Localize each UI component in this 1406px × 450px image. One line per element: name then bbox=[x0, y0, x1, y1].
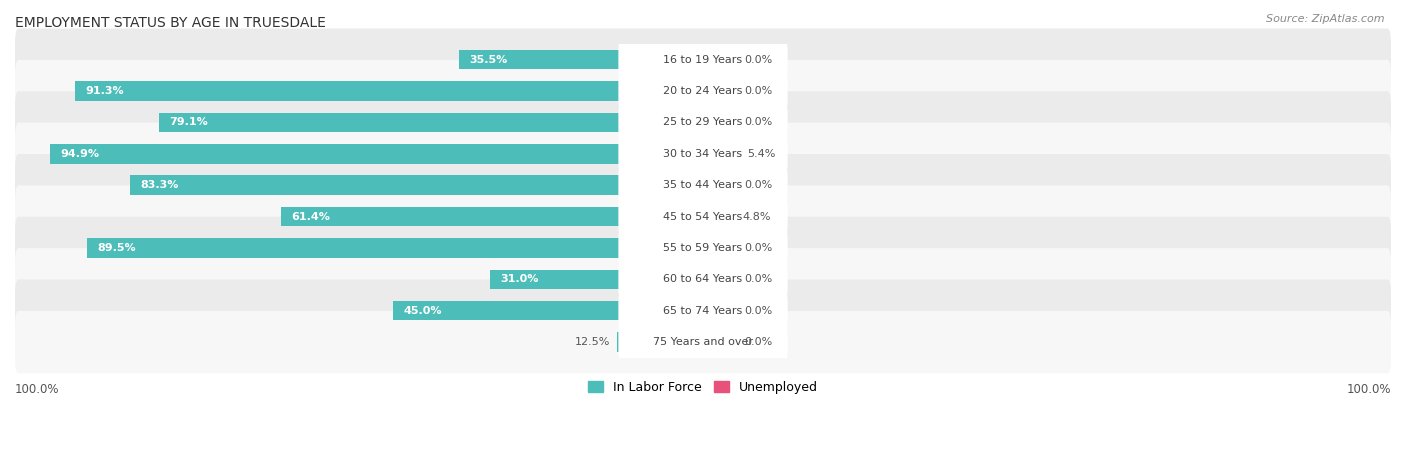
Bar bbox=[703, 144, 740, 163]
Text: 89.5%: 89.5% bbox=[97, 243, 136, 253]
Bar bbox=[703, 207, 735, 226]
FancyBboxPatch shape bbox=[619, 324, 787, 360]
Bar bbox=[458, 50, 703, 69]
FancyBboxPatch shape bbox=[619, 261, 787, 297]
Bar bbox=[617, 333, 703, 352]
Text: 100.0%: 100.0% bbox=[15, 383, 59, 396]
Text: 0.0%: 0.0% bbox=[744, 243, 772, 253]
Bar bbox=[703, 301, 737, 320]
FancyBboxPatch shape bbox=[15, 154, 1391, 216]
Text: 94.9%: 94.9% bbox=[60, 149, 100, 159]
FancyBboxPatch shape bbox=[15, 311, 1391, 374]
Text: 20 to 24 Years: 20 to 24 Years bbox=[664, 86, 742, 96]
Text: 0.0%: 0.0% bbox=[744, 86, 772, 96]
FancyBboxPatch shape bbox=[619, 198, 787, 235]
Text: 30 to 34 Years: 30 to 34 Years bbox=[664, 149, 742, 159]
FancyBboxPatch shape bbox=[619, 41, 787, 78]
Text: Source: ZipAtlas.com: Source: ZipAtlas.com bbox=[1267, 14, 1385, 23]
Text: 60 to 64 Years: 60 to 64 Years bbox=[664, 274, 742, 284]
Text: 0.0%: 0.0% bbox=[744, 55, 772, 65]
Text: 5.4%: 5.4% bbox=[747, 149, 775, 159]
Bar bbox=[129, 176, 703, 195]
Text: 83.3%: 83.3% bbox=[141, 180, 179, 190]
Bar bbox=[703, 333, 737, 352]
Text: 0.0%: 0.0% bbox=[744, 337, 772, 347]
Text: 0.0%: 0.0% bbox=[744, 180, 772, 190]
FancyBboxPatch shape bbox=[15, 91, 1391, 154]
FancyBboxPatch shape bbox=[619, 230, 787, 266]
Text: 91.3%: 91.3% bbox=[86, 86, 124, 96]
Bar bbox=[703, 176, 737, 195]
Bar bbox=[394, 301, 703, 320]
FancyBboxPatch shape bbox=[15, 279, 1391, 342]
Bar bbox=[703, 50, 737, 69]
Bar bbox=[75, 81, 703, 101]
FancyBboxPatch shape bbox=[619, 135, 787, 172]
Text: EMPLOYMENT STATUS BY AGE IN TRUESDALE: EMPLOYMENT STATUS BY AGE IN TRUESDALE bbox=[15, 16, 326, 30]
FancyBboxPatch shape bbox=[15, 123, 1391, 185]
Text: 100.0%: 100.0% bbox=[1347, 383, 1391, 396]
Text: 55 to 59 Years: 55 to 59 Years bbox=[664, 243, 742, 253]
Text: 0.0%: 0.0% bbox=[744, 117, 772, 127]
Text: 79.1%: 79.1% bbox=[169, 117, 208, 127]
Bar bbox=[281, 207, 703, 226]
FancyBboxPatch shape bbox=[619, 104, 787, 141]
Bar bbox=[87, 238, 703, 258]
Bar bbox=[51, 144, 703, 163]
FancyBboxPatch shape bbox=[15, 28, 1391, 91]
Bar bbox=[703, 81, 737, 101]
Text: 31.0%: 31.0% bbox=[501, 274, 538, 284]
FancyBboxPatch shape bbox=[15, 60, 1391, 122]
FancyBboxPatch shape bbox=[619, 167, 787, 203]
Bar bbox=[159, 113, 703, 132]
Text: 45.0%: 45.0% bbox=[404, 306, 443, 316]
Text: 75 Years and over: 75 Years and over bbox=[652, 337, 754, 347]
FancyBboxPatch shape bbox=[15, 185, 1391, 248]
FancyBboxPatch shape bbox=[15, 248, 1391, 310]
Bar bbox=[703, 238, 737, 258]
Text: 12.5%: 12.5% bbox=[575, 337, 610, 347]
Bar bbox=[489, 270, 703, 289]
Bar bbox=[703, 270, 737, 289]
Text: 0.0%: 0.0% bbox=[744, 274, 772, 284]
FancyBboxPatch shape bbox=[619, 73, 787, 109]
Text: 0.0%: 0.0% bbox=[744, 306, 772, 316]
Bar bbox=[703, 113, 737, 132]
Text: 65 to 74 Years: 65 to 74 Years bbox=[664, 306, 742, 316]
Text: 16 to 19 Years: 16 to 19 Years bbox=[664, 55, 742, 65]
Text: 35 to 44 Years: 35 to 44 Years bbox=[664, 180, 742, 190]
Text: 61.4%: 61.4% bbox=[291, 212, 330, 221]
Text: 25 to 29 Years: 25 to 29 Years bbox=[664, 117, 742, 127]
Text: 45 to 54 Years: 45 to 54 Years bbox=[664, 212, 742, 221]
FancyBboxPatch shape bbox=[15, 217, 1391, 279]
Text: 4.8%: 4.8% bbox=[742, 212, 772, 221]
Legend: In Labor Force, Unemployed: In Labor Force, Unemployed bbox=[583, 376, 823, 399]
Text: 35.5%: 35.5% bbox=[470, 55, 508, 65]
FancyBboxPatch shape bbox=[619, 292, 787, 329]
